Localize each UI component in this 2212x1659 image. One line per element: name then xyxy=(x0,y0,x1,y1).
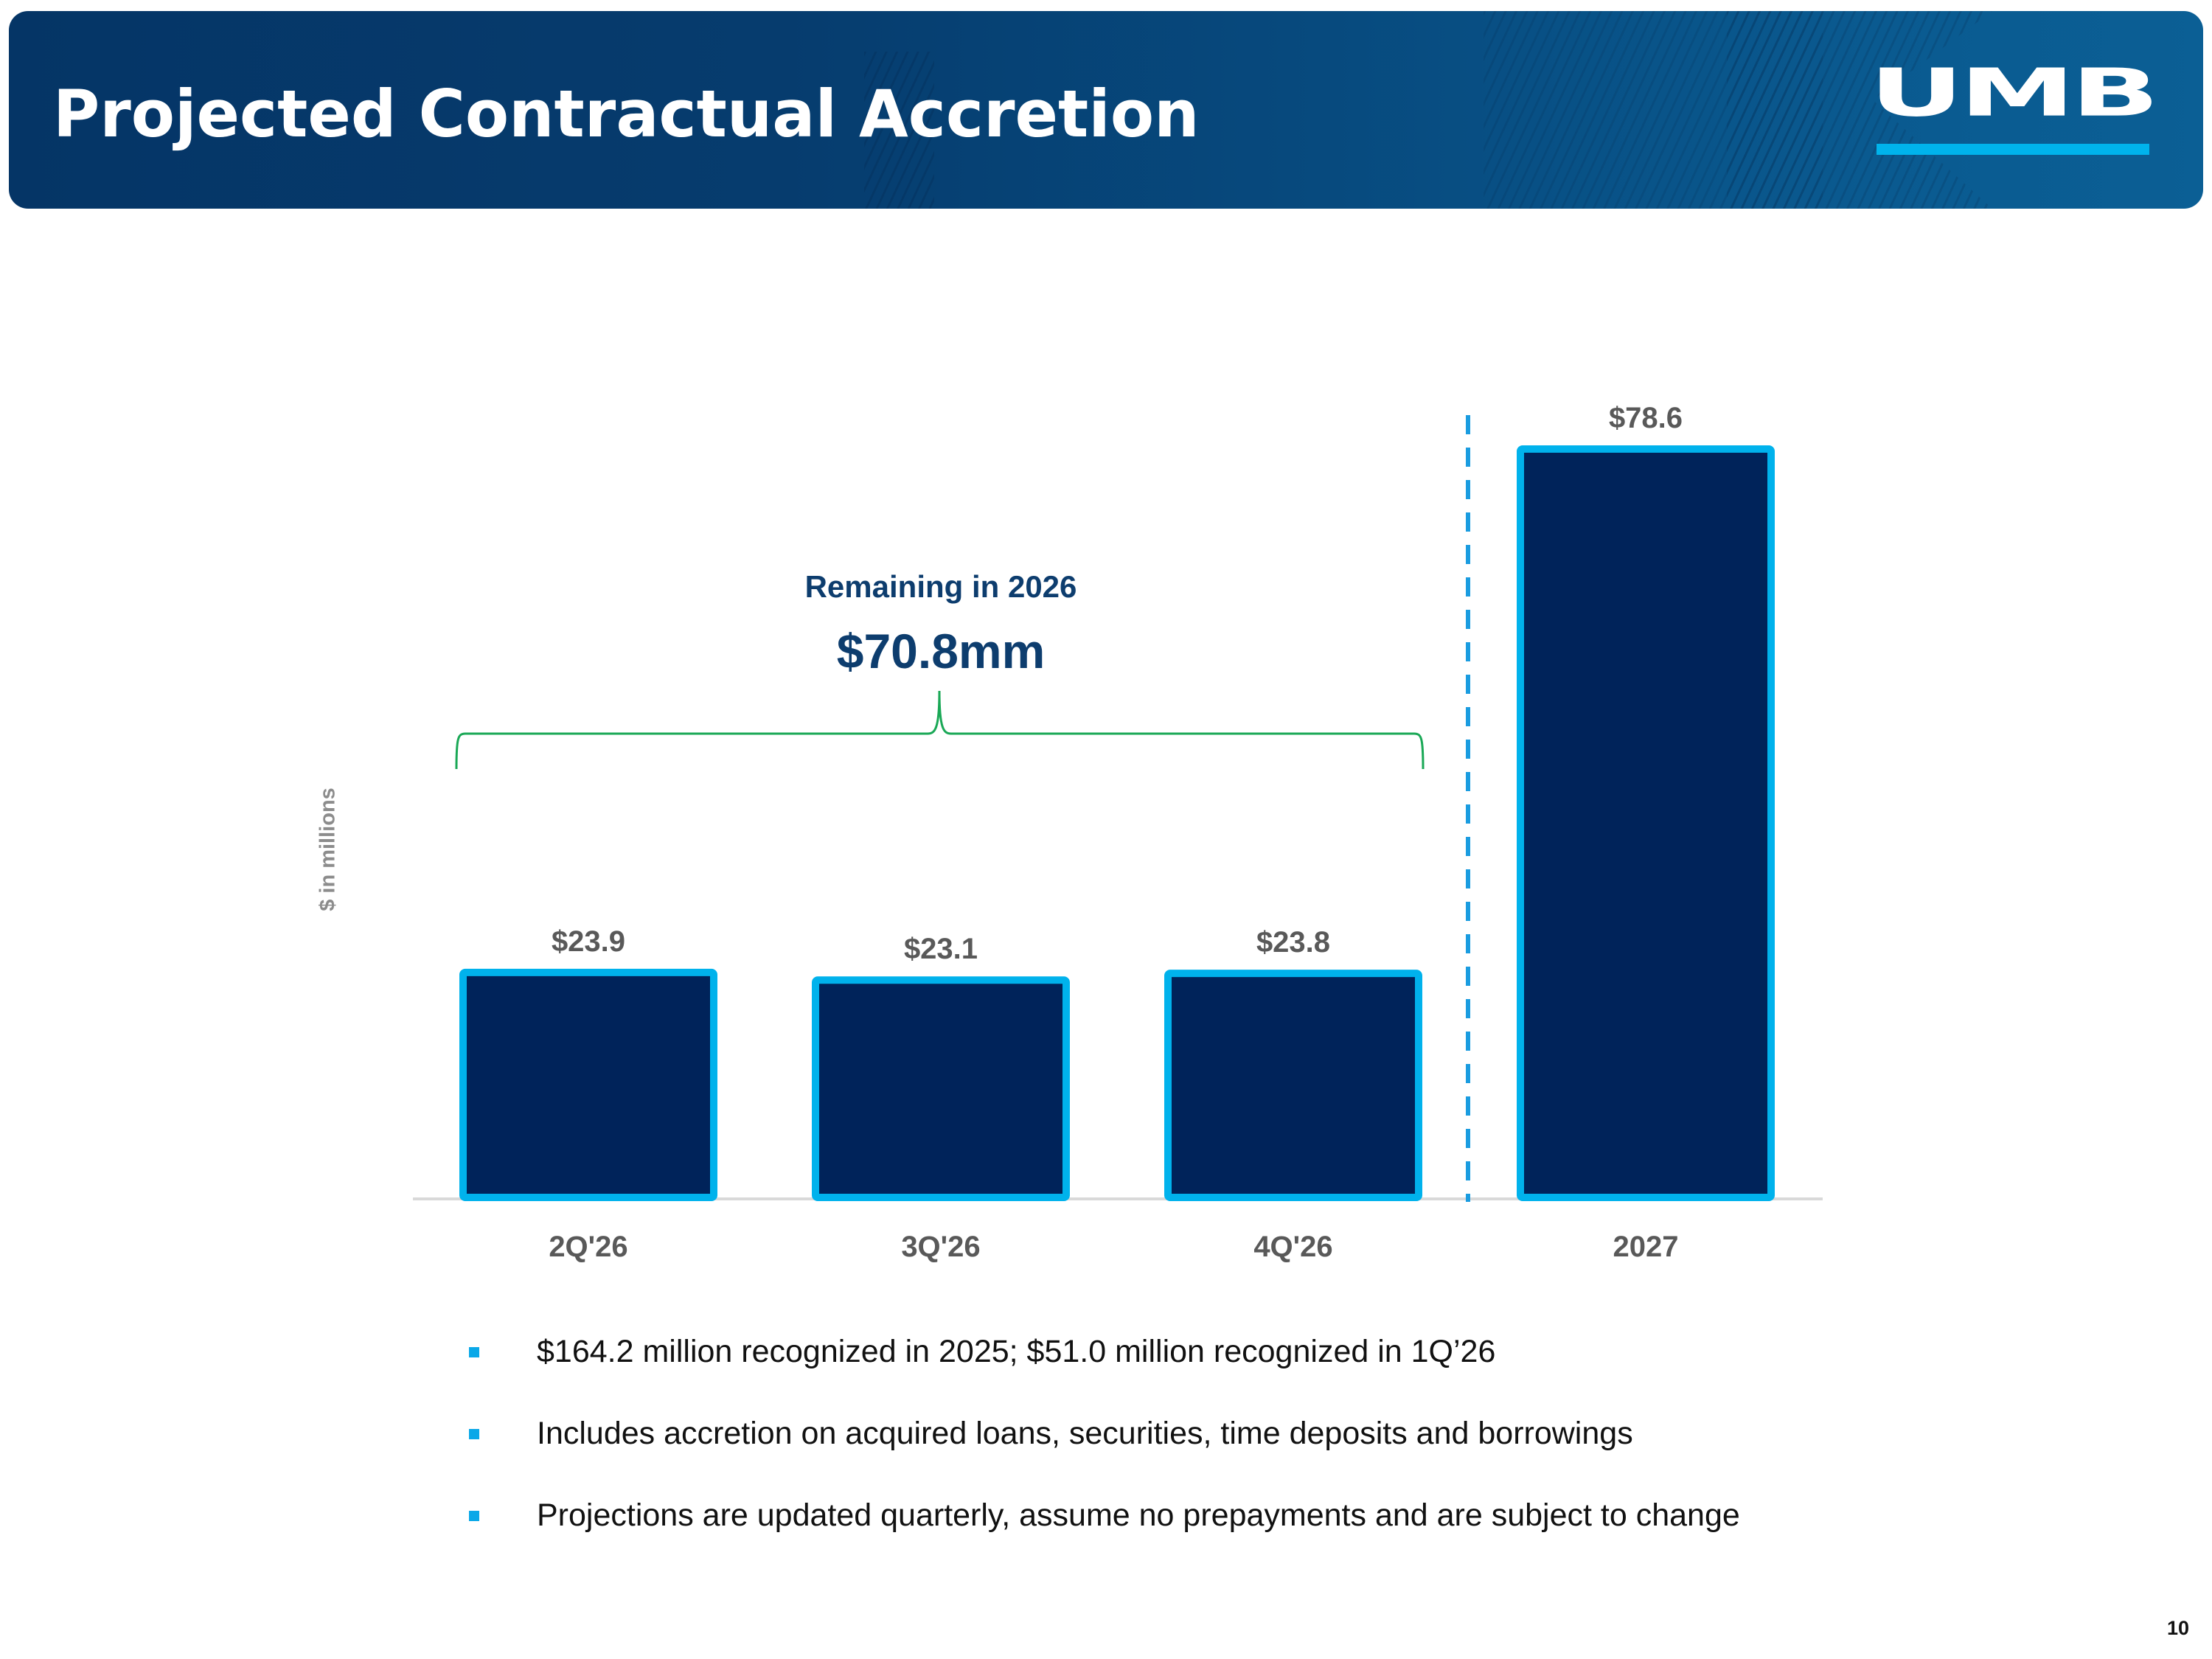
bar-3q26 xyxy=(812,976,1070,1201)
note-text: $164.2 million recognized in 2025; $51.0… xyxy=(537,1334,1496,1369)
x-tick-label: 4Q'26 xyxy=(1253,1231,1332,1263)
y-axis-label: $ in millions xyxy=(316,787,340,911)
remaining-2026-bracket xyxy=(455,690,1425,770)
note-text: Projections are updated quarterly, assum… xyxy=(537,1498,1740,1533)
title-banner: Projected Contractual Accretion UMB xyxy=(9,11,2203,209)
data-label: $23.8 xyxy=(1256,926,1330,959)
banner-stripe-texture xyxy=(1484,11,1823,209)
note-item: Projections are updated quarterly, assum… xyxy=(469,1497,1740,1579)
callout-value: $70.8mm xyxy=(836,624,1046,678)
logo-wordmark: UMB xyxy=(1869,54,2160,132)
x-tick-label: 2Q'26 xyxy=(549,1231,627,1263)
page-number: 10 xyxy=(2166,1617,2189,1639)
data-label: $23.9 xyxy=(552,925,625,958)
note-item: $164.2 million recognized in 2025; $51.0… xyxy=(469,1333,1740,1415)
bar-4q26 xyxy=(1164,970,1422,1201)
data-label: $23.1 xyxy=(904,933,978,965)
x-tick-label: 3Q'26 xyxy=(901,1231,980,1263)
bar-2q26 xyxy=(459,968,717,1201)
logo-underline xyxy=(1877,144,2149,155)
bar-2027 xyxy=(1517,445,1775,1201)
banner-stripe-texture xyxy=(864,52,934,209)
note-item: Includes accretion on acquired loans, se… xyxy=(469,1415,1740,1497)
page-title: Projected Contractual Accretion xyxy=(53,76,1200,152)
bullet-square-icon xyxy=(469,1429,479,1439)
bullet-square-icon xyxy=(469,1347,479,1357)
data-label: $78.6 xyxy=(1609,402,1683,434)
umb-logo: UMB xyxy=(1869,60,2160,159)
bullet-square-icon xyxy=(469,1511,479,1521)
x-tick-label: 2027 xyxy=(1613,1231,1679,1263)
note-text: Includes accretion on acquired loans, se… xyxy=(537,1416,1633,1451)
callout-label: Remaining in 2026 xyxy=(804,569,1077,604)
notes-list: $164.2 million recognized in 2025; $51.0… xyxy=(469,1333,1740,1579)
